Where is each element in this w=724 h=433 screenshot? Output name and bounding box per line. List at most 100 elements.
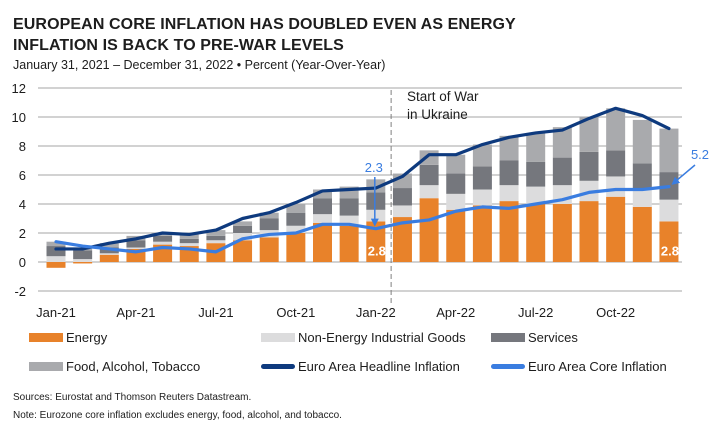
y-tick-label: -2 <box>14 284 26 299</box>
legend-swatch-non-energy-goods <box>261 333 295 342</box>
bar-energy <box>259 237 279 262</box>
x-tick-label: Jan-22 <box>356 305 396 320</box>
y-tick-label: 12 <box>12 81 26 96</box>
bar-non-energy-industrial-goods <box>313 214 332 223</box>
bar-food-alcohol-tobacco <box>233 221 253 226</box>
bar-energy <box>632 206 652 262</box>
bar-food-alcohol-tobacco <box>286 204 306 213</box>
bar-services <box>419 164 439 186</box>
bar-services <box>606 150 626 177</box>
bar-energy <box>99 254 119 262</box>
legend-label: Euro Area Core Inflation <box>528 359 667 374</box>
war-annotation-label: Start of War <box>407 89 479 104</box>
core-dec22-label: 5.2 <box>691 147 709 162</box>
bar-food-alcohol-tobacco <box>313 189 332 199</box>
bar-non-energy-industrial-goods <box>46 256 66 262</box>
bar-energy <box>392 217 412 262</box>
bar-non-energy-industrial-goods <box>179 243 199 247</box>
legend-swatch-core <box>491 364 525 369</box>
bar-food-alcohol-tobacco <box>179 234 199 239</box>
bar-non-energy-industrial-goods <box>339 215 359 226</box>
bar-non-energy-industrial-goods <box>632 188 652 207</box>
legend-swatch-services <box>491 333 525 342</box>
bar-services <box>73 250 93 260</box>
bar-services <box>179 238 199 244</box>
bar-food-alcohol-tobacco <box>579 117 599 152</box>
bar-energy <box>499 201 519 262</box>
legend-services: Services <box>491 330 578 345</box>
bar-energy <box>659 221 679 262</box>
energy-bar-value-label: 2.8 <box>368 243 386 258</box>
bar-energy <box>606 196 626 262</box>
bar-food-alcohol-tobacco <box>632 119 652 164</box>
legend-label: Non-Energy Industrial Goods <box>298 330 466 345</box>
bar-services <box>552 157 572 186</box>
core-dec22-arrow <box>671 164 696 185</box>
bar-food-alcohol-tobacco <box>659 128 679 173</box>
footnote: Note: Eurozone core inflation excludes e… <box>13 410 342 421</box>
bar-food-alcohol-tobacco <box>419 150 439 165</box>
bar-services <box>392 188 412 206</box>
bar-services <box>526 161 546 187</box>
bar-food-alcohol-tobacco <box>46 241 66 247</box>
sources-note: Sources: Eurostat and Thomson Reuters Da… <box>13 392 252 403</box>
bar-food-alcohol-tobacco <box>606 108 626 151</box>
legend-energy: Energy <box>29 330 107 345</box>
bar-services <box>259 218 279 231</box>
x-tick-label: Oct-22 <box>596 305 635 320</box>
bar-services <box>233 225 253 233</box>
legend-food: Food, Alcohol, Tobacco <box>29 359 200 374</box>
legend-label: Euro Area Headline Inflation <box>298 359 460 374</box>
chart-title: EUROPEAN CORE INFLATION HAS DOUBLED EVEN… <box>13 16 516 54</box>
bar-energy <box>472 205 492 262</box>
bar-energy <box>419 198 439 262</box>
bar-energy <box>579 201 599 262</box>
war-annotation: Start of War in Ukraine <box>390 89 479 306</box>
bar-food-alcohol-tobacco <box>499 135 519 161</box>
x-axis-ticks: Jan-21 Apr-21 Jul-21 Oct-21 Jan-22 Apr-22 Jul-… <box>36 305 635 320</box>
bar-energy <box>446 209 466 262</box>
chart-subtitle: January 31, 2021 – December 31, 2022 • P… <box>13 58 386 72</box>
bar-energy <box>313 222 332 262</box>
y-axis-ticks: -2 0 2 4 6 8 10 12 <box>12 81 26 299</box>
bar-services <box>632 163 652 189</box>
bar-energy <box>233 240 253 262</box>
bar-energy <box>366 221 386 262</box>
headline-inflation-line <box>54 106 671 251</box>
bar-services <box>206 235 226 241</box>
bar-energy <box>286 233 306 262</box>
core-jan22-label: 2.3 <box>365 160 383 175</box>
bar-services <box>286 212 306 226</box>
bar-food-alcohol-tobacco <box>259 212 279 219</box>
legend-label: Energy <box>66 330 108 345</box>
x-tick-label: Apr-21 <box>116 305 155 320</box>
bar-non-energy-industrial-goods <box>153 241 173 245</box>
bar-services <box>446 173 466 194</box>
bar-food-alcohol-tobacco <box>446 154 466 174</box>
value-annotations: 2.3 2.8 5.2 2.8 <box>365 147 709 258</box>
x-tick-label: Jan-21 <box>36 305 76 320</box>
bar-food-alcohol-tobacco <box>339 186 359 199</box>
energy-bar-value-label: 2.8 <box>661 243 679 258</box>
bar-food-alcohol-tobacco <box>552 127 572 158</box>
bar-non-energy-industrial-goods <box>419 185 439 199</box>
x-tick-label: Apr-22 <box>436 305 475 320</box>
bar-energy <box>552 204 572 262</box>
bar-non-energy-industrial-goods <box>499 185 519 202</box>
series-lines <box>54 106 671 254</box>
legend-swatch-food <box>29 362 63 371</box>
bar-non-energy-industrial-goods <box>606 176 626 197</box>
bar-non-energy-industrial-goods <box>526 186 546 204</box>
bar-non-energy-industrial-goods <box>392 205 412 218</box>
x-tick-label: Jul-22 <box>518 305 553 320</box>
bar-services <box>339 198 359 216</box>
bar-non-energy-industrial-goods <box>126 247 146 249</box>
bar-energy <box>526 204 546 262</box>
core-inflation-line <box>54 185 671 254</box>
bar-services <box>472 166 492 190</box>
bar-non-energy-industrial-goods <box>206 240 226 244</box>
bar-food-alcohol-tobacco <box>99 243 119 248</box>
bar-non-energy-industrial-goods <box>366 209 386 222</box>
bar-services <box>313 198 332 215</box>
bar-non-energy-industrial-goods <box>99 253 119 255</box>
